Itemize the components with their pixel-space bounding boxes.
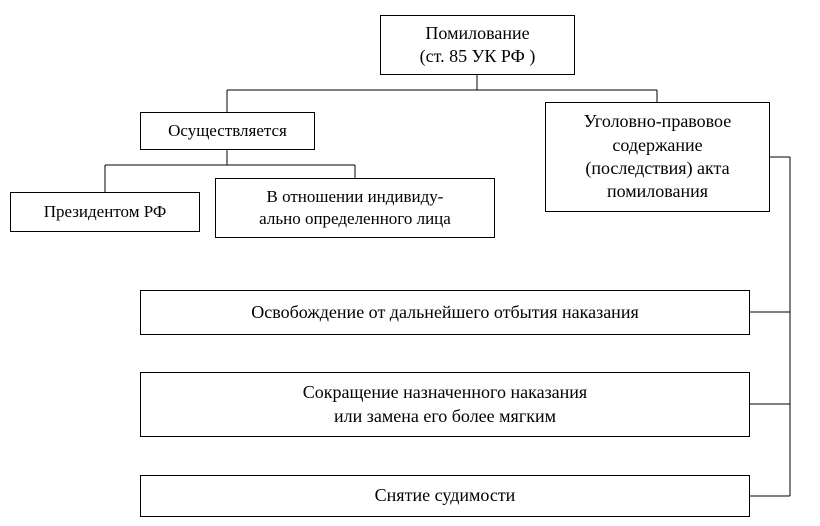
node-right-branch-line3: (последствия) акта — [585, 158, 729, 178]
node-right-branch: Уголовно-правовое содержание (последстви… — [545, 102, 770, 212]
node-root: Помилование (ст. 85 УК РФ ) — [380, 15, 575, 75]
node-left-child1: Президентом РФ — [10, 192, 200, 232]
node-left-child2-line2: ально определенного лица — [259, 209, 451, 228]
node-right-branch-line4: помилования — [607, 181, 708, 201]
node-right-branch-line2: содержание — [612, 135, 702, 155]
node-left-child1-text: Президентом РФ — [44, 201, 167, 223]
node-effect1-text: Освобождение от дальнейшего отбытия нака… — [251, 301, 638, 324]
node-effect2-line1: Сокращение назначенного наказания — [303, 382, 587, 402]
node-effect2: Сокращение назначенного наказания или за… — [140, 372, 750, 437]
node-left-branch: Осуществляется — [140, 112, 315, 150]
node-effect2-line2: или замена его более мягким — [334, 406, 556, 426]
node-effect3: Снятие судимости — [140, 475, 750, 517]
node-left-child2: В отношении индивиду- ально определенног… — [215, 178, 495, 238]
node-effect3-text: Снятие судимости — [375, 484, 516, 507]
node-root-line2: (ст. 85 УК РФ ) — [420, 46, 536, 66]
node-effect1: Освобождение от дальнейшего отбытия нака… — [140, 290, 750, 335]
node-left-branch-text: Осуществляется — [168, 120, 287, 142]
connector-lines — [0, 0, 820, 526]
node-left-child2-line1: В отношении индивиду- — [267, 187, 444, 206]
node-right-branch-line1: Уголовно-правовое — [584, 111, 732, 131]
node-root-line1: Помилование — [425, 23, 529, 43]
